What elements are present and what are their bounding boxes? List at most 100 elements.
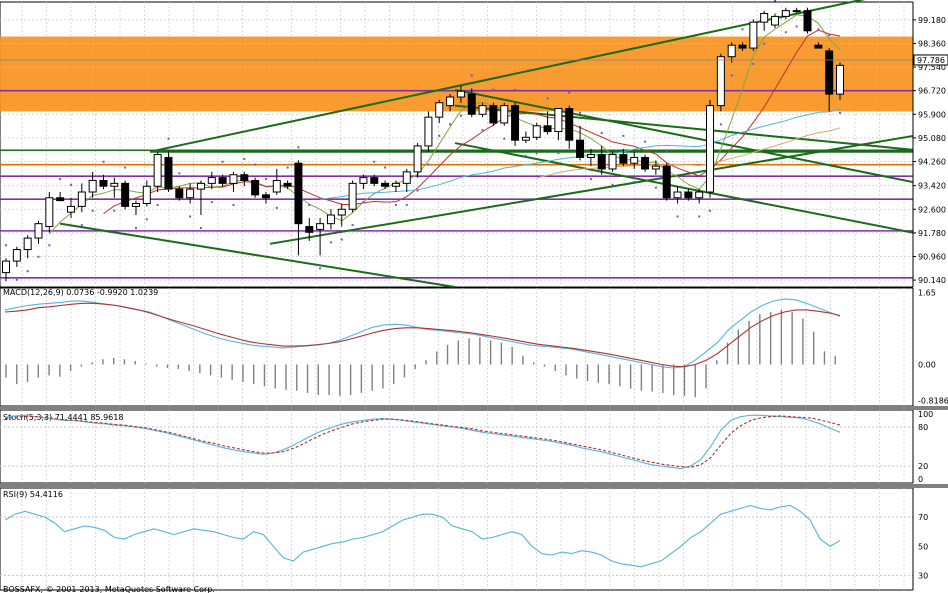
axis-bg (913, 0, 948, 593)
candle (326, 214, 335, 225)
candle (186, 188, 195, 199)
sar-dot (611, 183, 614, 186)
candle (2, 260, 10, 274)
resistance-zone (0, 36, 913, 112)
trend-line (454, 104, 948, 155)
candle (88, 179, 97, 193)
sar-dot (589, 178, 592, 181)
candle (131, 203, 140, 207)
sar-dot (416, 189, 419, 192)
candle (716, 56, 725, 107)
trend-line (59, 222, 456, 288)
sar-dot (817, 28, 820, 31)
rsi-tick-label: 50 (918, 542, 928, 551)
candle (424, 116, 433, 147)
sar-dot (676, 215, 679, 218)
rsi-line (4, 504, 841, 568)
sar-dot (297, 146, 300, 149)
candle (532, 125, 541, 138)
candle (695, 191, 704, 199)
sar-dot (178, 172, 181, 175)
sar-dot (719, 123, 722, 126)
candle (251, 179, 260, 196)
rsi-title: RSI(9) 54.4116 (3, 490, 63, 499)
sar-dot (709, 209, 712, 212)
sar-dot (243, 157, 246, 160)
candle (66, 205, 75, 213)
candle (316, 223, 325, 230)
price-tick-label: 97.540 (918, 63, 946, 72)
sar-dot (438, 134, 441, 137)
candle (641, 156, 650, 170)
current-price-label: 97.786 (917, 56, 945, 65)
candle (673, 191, 682, 199)
sar-dot (275, 206, 278, 209)
candle (825, 50, 834, 95)
price-tick-label: 94.260 (918, 157, 946, 166)
candle (23, 237, 32, 251)
candle (218, 177, 227, 184)
sar-dot (524, 155, 527, 158)
price-tick-label: 98.360 (918, 39, 946, 48)
sar-dot (221, 160, 224, 163)
macd-panel: MACD(12,26,9) 0.0736 -0.9920 1.0239 (0, 287, 914, 407)
sar-dot (514, 88, 517, 91)
sar-dot (774, 0, 777, 2)
sar-dot (340, 238, 343, 241)
candle (12, 249, 21, 262)
macd-title: MACD(12,26,9) 0.0736 -0.9920 1.0239 (3, 288, 158, 297)
candle (77, 191, 86, 207)
candle (240, 174, 249, 181)
candle (207, 177, 216, 184)
sar-dot (449, 123, 452, 126)
candle (34, 223, 43, 239)
price-tick-label: 95.080 (918, 134, 946, 143)
candle (597, 154, 606, 170)
moving-average-50 (536, 127, 841, 179)
sar-dot (752, 62, 755, 65)
candle (56, 197, 65, 202)
stoch-d-line (4, 415, 841, 468)
sar-dot (687, 175, 690, 178)
sar-dot (373, 160, 376, 163)
candle (749, 21, 758, 49)
trend-line (454, 88, 948, 191)
candle (511, 105, 520, 141)
candle (402, 171, 411, 184)
sar-dot (784, 31, 787, 34)
sar-dot (5, 244, 7, 247)
candle (771, 15, 780, 26)
candle (370, 177, 379, 184)
sar-dot (134, 226, 137, 229)
stoch-tick-label: 20 (918, 462, 928, 471)
rsi-tick-label: 70 (918, 513, 928, 522)
candle (608, 154, 617, 170)
rsi-panel: RSI(9) 54.4116 (0, 487, 914, 591)
sar-dot (730, 74, 733, 77)
sar-dot (319, 267, 322, 270)
candle (489, 105, 498, 124)
sar-dot (763, 42, 766, 45)
price-tick-label: 90.140 (918, 276, 946, 285)
macd-tick-label: 0.00 (918, 360, 936, 369)
candle (706, 105, 715, 193)
candle (283, 182, 292, 187)
panel-frame (0, 487, 914, 591)
candle (554, 108, 563, 133)
sar-dot (405, 203, 408, 206)
stoch-k-line (4, 414, 841, 470)
sar-dot (264, 178, 267, 181)
price-tick-label: 90.960 (918, 252, 946, 261)
sar-dot (470, 74, 473, 77)
candle (413, 145, 422, 173)
stoch-title: Stoch(5,3,3) 71.4441 85.9618 (3, 413, 123, 422)
candle (229, 174, 238, 184)
sar-dot (189, 215, 192, 218)
candle (99, 179, 108, 187)
sar-dot (102, 160, 105, 163)
sar-dot (579, 111, 582, 114)
candle (727, 44, 736, 58)
candle (164, 156, 173, 190)
